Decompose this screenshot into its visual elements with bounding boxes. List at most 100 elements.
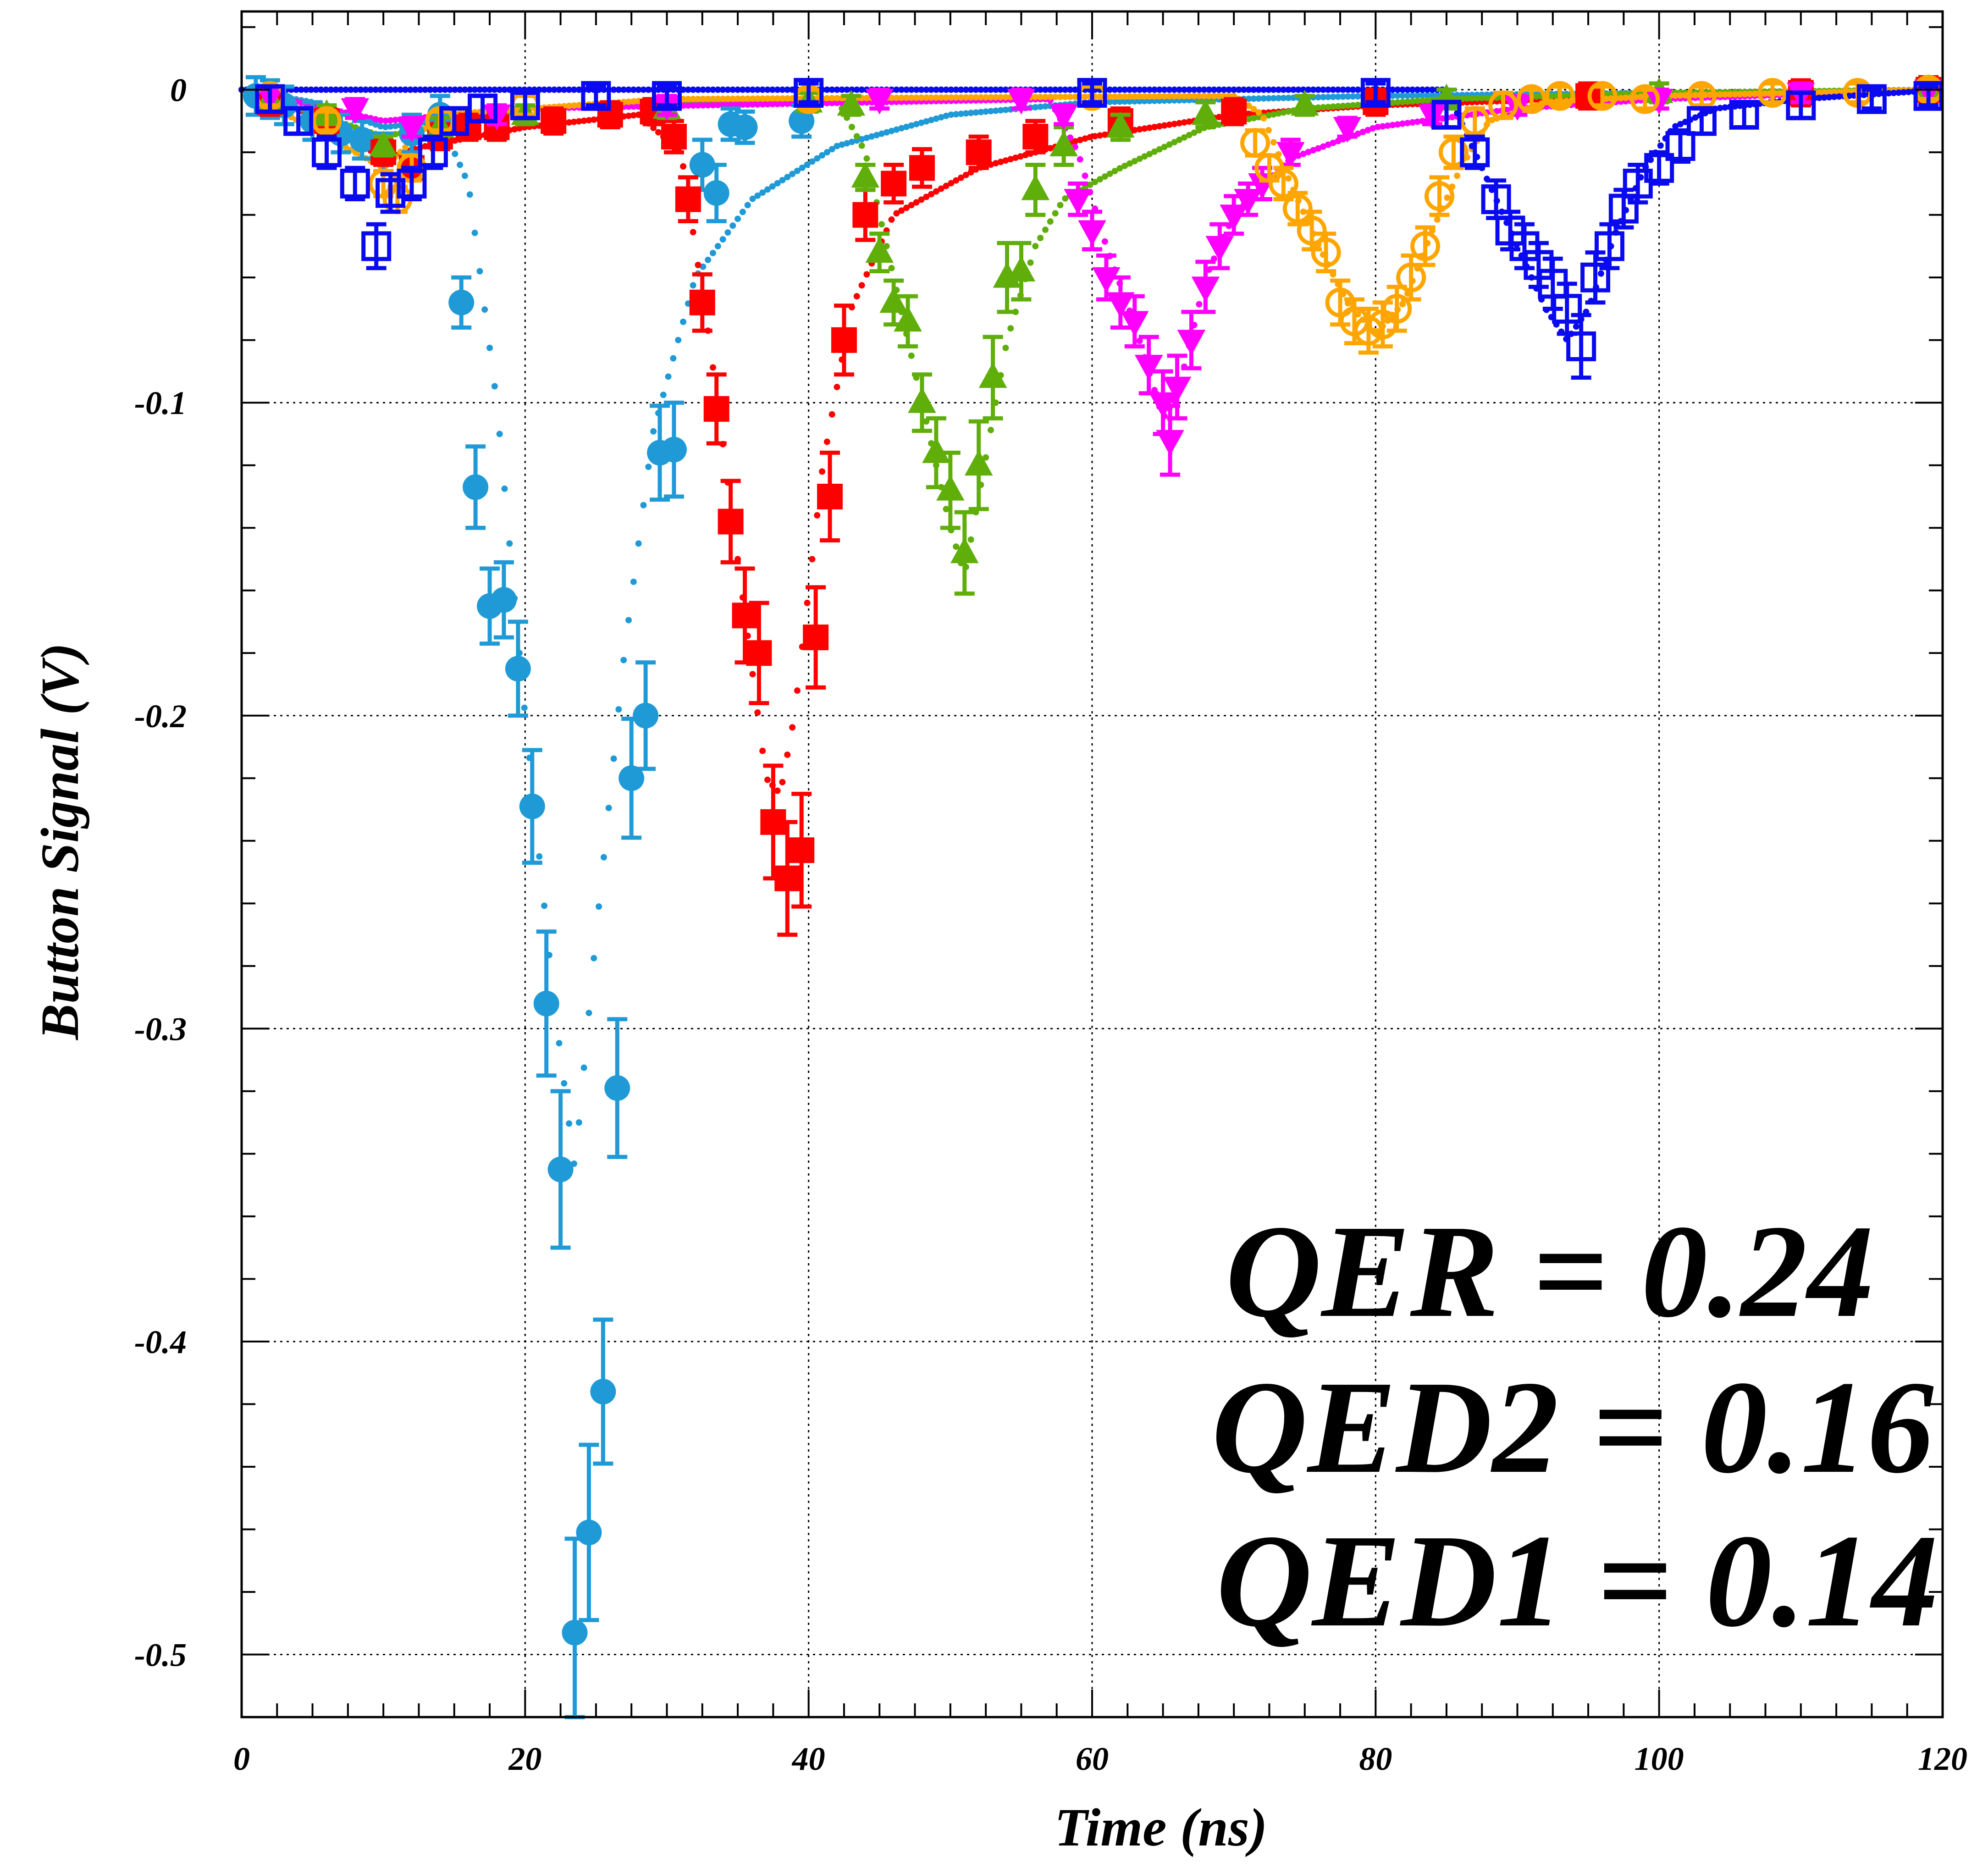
fit-dot: [1677, 121, 1684, 127]
data-point: [1566, 331, 1596, 361]
y-tick-label: -0.2: [134, 698, 187, 735]
fit-dot: [784, 95, 791, 102]
x-tick-label: 120: [1918, 1740, 1967, 1777]
fit-dot: [1389, 86, 1396, 93]
data-point: [879, 287, 908, 313]
fit-dot: [769, 100, 776, 107]
data-point: [1481, 184, 1511, 215]
fit-dot: [958, 111, 965, 117]
fit-dot: [779, 95, 786, 102]
fit-dot: [1389, 92, 1396, 99]
data-point: [1007, 88, 1036, 115]
data-point: [1220, 204, 1248, 231]
fit-dot: [893, 210, 900, 217]
fit-dot: [967, 169, 974, 176]
fit-dot: [1097, 176, 1104, 183]
annotation-qed1: QED1 = 0.14: [1216, 1507, 1938, 1654]
fit-dot: [1161, 93, 1168, 100]
fit-dot: [1399, 301, 1406, 308]
fit-dot: [1354, 86, 1361, 93]
fit-dot: [1717, 105, 1723, 111]
fit-dot: [987, 94, 994, 101]
data-point: [1022, 124, 1049, 150]
fit-dot: [774, 180, 781, 187]
fit-dot: [962, 171, 969, 178]
data-point: [463, 474, 489, 500]
fit-dot: [392, 116, 399, 123]
fit-dot: [1399, 86, 1406, 93]
fit-dot: [1384, 122, 1391, 129]
fit-dot: [739, 101, 746, 108]
fit-dot: [734, 86, 741, 93]
data-point: [817, 483, 843, 509]
fit-dot: [774, 787, 781, 794]
fit-dot: [1037, 103, 1044, 110]
fit-dot: [541, 902, 548, 909]
fit-dot: [774, 100, 781, 107]
fit-dot: [972, 109, 979, 116]
fit-dot: [1057, 94, 1064, 100]
fit-dot: [908, 352, 915, 359]
fit-dot: [1240, 86, 1247, 93]
fit-dot: [983, 94, 989, 101]
data-point: [533, 990, 559, 1017]
fit-dot: [1111, 168, 1118, 175]
fit-dot: [749, 671, 756, 678]
data-point: [341, 98, 370, 124]
fit-dot: [1330, 86, 1336, 93]
fit-dot: [1270, 111, 1277, 118]
fit-dot: [695, 95, 701, 102]
fit-dot: [1210, 86, 1217, 93]
fit-dot: [1404, 98, 1411, 105]
fit-dot: [858, 99, 865, 106]
fit-dot: [953, 543, 960, 550]
fit-dot: [1250, 95, 1257, 102]
fit-dot: [566, 86, 573, 93]
fit-dot: [1265, 127, 1272, 134]
fit-dot: [794, 167, 801, 174]
fit-dot: [769, 183, 776, 190]
fit-dot: [1245, 86, 1252, 93]
fit-dot: [1399, 99, 1406, 105]
fit-dot: [382, 117, 389, 124]
fit-dot: [1166, 121, 1173, 128]
fit-dot: [1062, 94, 1069, 100]
fit-dot: [893, 86, 900, 93]
fit-dot: [566, 119, 573, 126]
fit-dot: [1905, 88, 1912, 95]
fit-dot: [1136, 93, 1143, 100]
data-point: [732, 114, 758, 140]
fit-dot: [943, 86, 950, 93]
data-point: [964, 450, 993, 476]
fit-dot: [719, 95, 726, 102]
fit-dot: [1042, 227, 1049, 233]
data-point: [703, 396, 729, 422]
fit-dot: [1741, 91, 1748, 98]
fit-dot: [1325, 141, 1331, 148]
fit-dot: [858, 86, 865, 93]
fit-dot: [665, 373, 672, 380]
data-point: [950, 537, 979, 564]
fit-dot: [967, 86, 974, 93]
data-point: [966, 139, 992, 166]
fit-dot: [908, 94, 915, 101]
fit-dot: [536, 853, 543, 860]
fit-dot: [1116, 98, 1123, 105]
fit-dot: [1201, 93, 1208, 99]
fit-dot: [1131, 98, 1138, 105]
fit-dot: [620, 86, 627, 93]
fit-dot: [1836, 93, 1843, 100]
fit-dot: [1052, 86, 1059, 93]
fit-dot: [1116, 86, 1123, 93]
fit-dot: [1136, 86, 1143, 93]
fit-dot: [779, 86, 786, 93]
fit-dot: [1414, 86, 1421, 93]
fit-dot: [888, 127, 895, 134]
fit-dot: [719, 236, 726, 243]
fit-dot: [744, 101, 751, 108]
fit-dot: [938, 185, 944, 192]
data-point: [1396, 262, 1426, 293]
fit-dot: [486, 344, 493, 351]
fit-dot: [1136, 337, 1143, 344]
fit-dot: [1121, 98, 1128, 105]
